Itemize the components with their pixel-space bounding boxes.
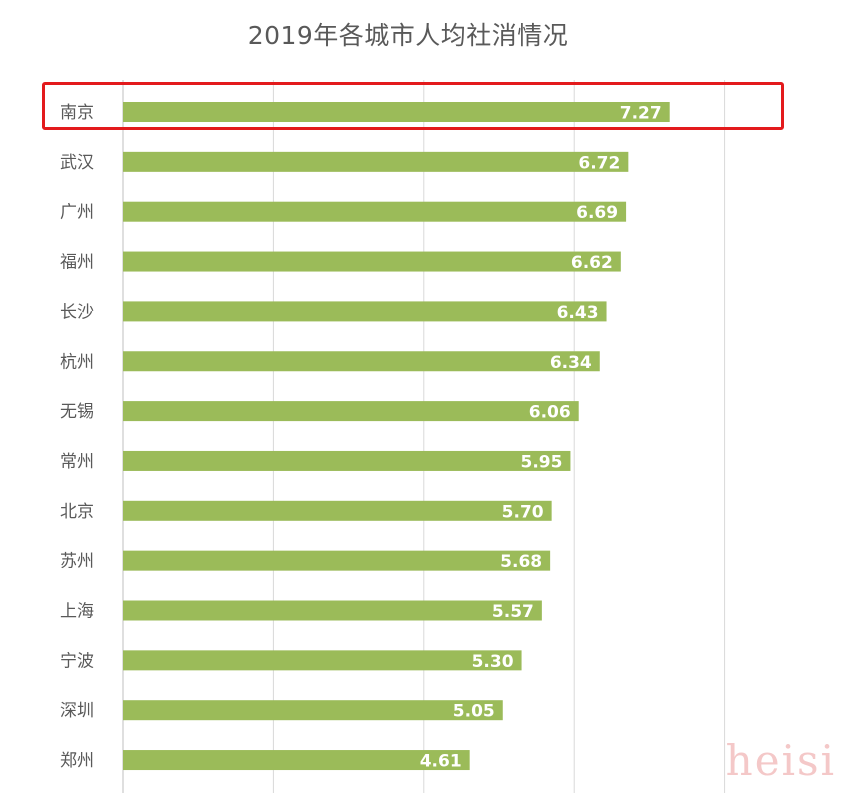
data-label: 6.06 <box>529 403 571 423</box>
category-label: 杭州 <box>60 352 94 372</box>
data-label: 5.70 <box>502 502 544 522</box>
category-label: 苏州 <box>60 552 94 572</box>
bar <box>123 151 629 172</box>
data-label: 5.95 <box>520 452 562 472</box>
category-label: 深圳 <box>60 701 94 721</box>
watermark-text: heisi <box>725 736 836 785</box>
highlight-box <box>42 82 784 130</box>
data-label: 6.34 <box>550 353 592 373</box>
bar <box>123 600 542 621</box>
bar <box>123 401 579 422</box>
category-label: 南京 <box>60 103 94 123</box>
bar <box>123 351 600 372</box>
category-label: 武汉 <box>60 153 94 173</box>
bar <box>123 550 551 571</box>
bar <box>123 102 670 122</box>
data-label: 6.69 <box>576 203 618 223</box>
data-label: 7.27 <box>620 104 662 124</box>
category-label: 宁波 <box>60 651 94 671</box>
data-label: 5.30 <box>472 652 514 672</box>
category-label: 北京 <box>60 502 94 522</box>
bar <box>123 700 503 721</box>
data-label: 6.72 <box>578 153 620 173</box>
bar <box>123 450 571 471</box>
category-label: 长沙 <box>60 302 94 322</box>
category-label: 常州 <box>60 452 94 472</box>
bar <box>123 301 607 322</box>
bar <box>123 650 522 671</box>
chart-title: 2019年各城市人均社消情况 <box>247 21 569 50</box>
bar <box>123 201 627 222</box>
bar <box>123 500 552 521</box>
data-label: 5.05 <box>453 702 495 722</box>
category-label: 广州 <box>60 203 94 223</box>
data-label: 4.61 <box>420 752 462 772</box>
data-label: 5.68 <box>500 552 542 572</box>
bar <box>123 251 621 272</box>
bar <box>123 750 470 771</box>
category-label: 无锡 <box>60 402 94 422</box>
category-label: 福州 <box>60 253 94 273</box>
category-label: 郑州 <box>60 751 94 771</box>
data-label: 6.62 <box>571 253 613 273</box>
data-label: 5.57 <box>492 602 534 622</box>
category-label: 上海 <box>60 602 94 622</box>
data-label: 6.43 <box>557 303 599 323</box>
